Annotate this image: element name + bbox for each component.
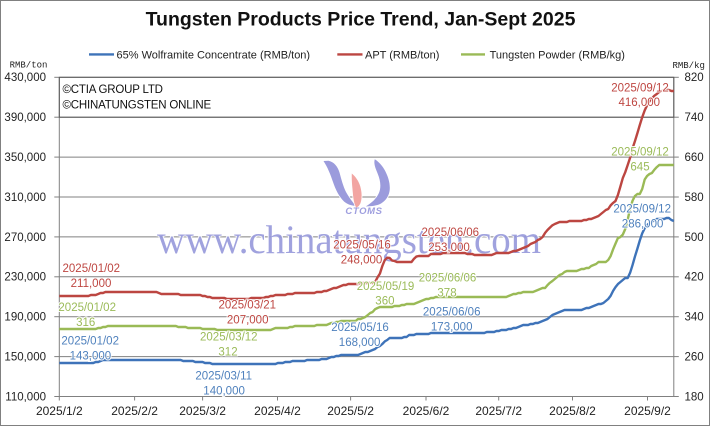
- svg-text:110,000: 110,000: [5, 391, 46, 403]
- svg-text:150,000: 150,000: [4, 352, 46, 364]
- svg-text:230,000: 230,000: [4, 272, 46, 284]
- svg-text:RMB/kg: RMB/kg: [672, 61, 704, 71]
- svg-text:350,000: 350,000: [4, 152, 46, 164]
- svg-text:2025/06/06: 2025/06/06: [422, 227, 480, 239]
- svg-text:340: 340: [685, 312, 704, 324]
- svg-text:2025/8/2: 2025/8/2: [549, 404, 596, 418]
- svg-text:2025/03/12: 2025/03/12: [200, 332, 258, 344]
- svg-text:2025/06/06: 2025/06/06: [419, 273, 477, 285]
- svg-text:253,000: 253,000: [428, 242, 470, 254]
- svg-text:143,000: 143,000: [70, 350, 112, 362]
- svg-text:820: 820: [685, 72, 704, 84]
- svg-text:2025/09/12: 2025/09/12: [611, 147, 669, 159]
- svg-text:260: 260: [685, 352, 704, 364]
- svg-text:248,000: 248,000: [341, 254, 383, 266]
- svg-text:2025/3/2: 2025/3/2: [179, 404, 226, 418]
- svg-text:©CTIA GROUP LTD: ©CTIA GROUP LTD: [63, 84, 163, 96]
- svg-text:APT (RMB/ton): APT (RMB/ton): [365, 49, 439, 61]
- svg-text:360: 360: [375, 296, 394, 308]
- svg-text:645: 645: [630, 161, 649, 173]
- svg-text:2025/7/2: 2025/7/2: [475, 404, 522, 418]
- svg-text:2025/5/2: 2025/5/2: [327, 404, 374, 418]
- svg-text:286,000: 286,000: [622, 219, 664, 231]
- svg-text:190,000: 190,000: [4, 312, 46, 324]
- svg-text:390,000: 390,000: [4, 112, 46, 124]
- svg-text:2025/01/02: 2025/01/02: [61, 335, 119, 347]
- svg-text:312: 312: [218, 347, 237, 359]
- svg-text:www.chinatungsten.com: www.chinatungsten.com: [157, 217, 541, 262]
- svg-text:270,000: 270,000: [4, 232, 46, 244]
- svg-text:2025/05/16: 2025/05/16: [331, 322, 389, 334]
- svg-text:2025/2/2: 2025/2/2: [111, 404, 158, 418]
- svg-text:RMB/ton: RMB/ton: [10, 61, 48, 71]
- svg-text:168,000: 168,000: [339, 337, 381, 349]
- svg-text:140,000: 140,000: [203, 386, 245, 398]
- svg-text:2025/03/21: 2025/03/21: [219, 299, 277, 311]
- svg-text:180: 180: [685, 391, 704, 403]
- svg-text:2025/1/2: 2025/1/2: [36, 404, 83, 418]
- svg-text:316: 316: [76, 317, 95, 329]
- svg-text:500: 500: [685, 232, 704, 244]
- svg-text:310,000: 310,000: [4, 192, 46, 204]
- svg-text:378: 378: [437, 288, 456, 300]
- svg-text:2025/6/2: 2025/6/2: [403, 404, 450, 418]
- svg-text:2025/01/02: 2025/01/02: [58, 302, 116, 314]
- svg-text:207,000: 207,000: [227, 314, 269, 326]
- svg-text:211,000: 211,000: [71, 278, 112, 290]
- svg-text:416,000: 416,000: [619, 97, 661, 109]
- svg-text:2025/03/11: 2025/03/11: [195, 371, 252, 383]
- svg-text:65% Wolframite Concentrate (RM: 65% Wolframite Concentrate (RMB/ton): [117, 49, 311, 61]
- svg-text:2025/05/19: 2025/05/19: [357, 281, 415, 293]
- svg-text:580: 580: [685, 192, 704, 204]
- svg-text:420: 420: [685, 272, 704, 284]
- svg-text:CTOMS: CTOMS: [345, 206, 382, 217]
- svg-text:©CHINATUNGSTEN ONLINE: ©CHINATUNGSTEN ONLINE: [63, 100, 212, 112]
- svg-text:2025/09/12: 2025/09/12: [611, 82, 669, 94]
- svg-text:2025/09/12: 2025/09/12: [613, 204, 671, 216]
- svg-text:173,000: 173,000: [431, 322, 473, 334]
- svg-text:2025/9/2: 2025/9/2: [624, 404, 671, 418]
- svg-text:2025/4/2: 2025/4/2: [254, 404, 301, 418]
- svg-text:2025/06/06: 2025/06/06: [423, 307, 481, 319]
- svg-text:740: 740: [685, 112, 704, 124]
- svg-text:Tungsten Powder (RMB/kg): Tungsten Powder (RMB/kg): [490, 49, 625, 61]
- svg-text:430,000: 430,000: [4, 72, 46, 84]
- svg-text:2025/01/02: 2025/01/02: [63, 263, 121, 275]
- svg-text:660: 660: [685, 152, 704, 164]
- svg-text:Tungsten Products Price Trend,: Tungsten Products Price Trend, Jan-Sept …: [146, 8, 576, 30]
- svg-text:2025/05/16: 2025/05/16: [333, 239, 391, 251]
